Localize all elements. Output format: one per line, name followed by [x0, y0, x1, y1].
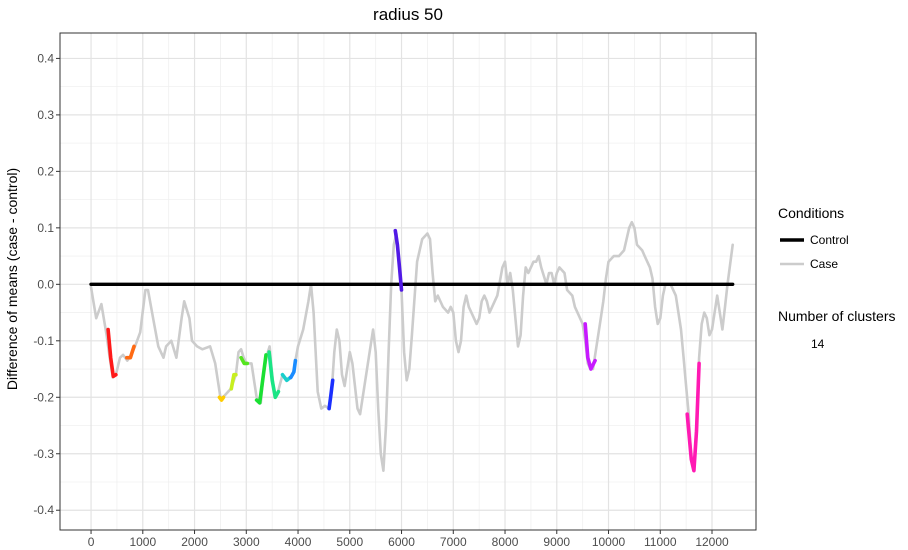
cluster-segment [267, 350, 281, 400]
legend-items: Control Case [780, 233, 849, 271]
cluster-segments [106, 228, 701, 473]
legend-conditions-title: Conditions [778, 205, 844, 221]
cluster-segment [239, 355, 250, 366]
x-tick-label: 1000 [129, 535, 156, 549]
x-tick-label: 10000 [592, 535, 626, 549]
plot-panel [59, 32, 757, 531]
y-tick-label: -0.2 [33, 390, 54, 404]
cluster-segment [583, 322, 597, 371]
chart-title: radius 50 [373, 5, 443, 24]
x-tick-label: 2000 [181, 535, 208, 549]
cluster-segment [125, 344, 136, 360]
y-tick-label: -0.1 [33, 334, 54, 348]
cluster-segment [217, 395, 226, 402]
y-tick-label: 0.4 [37, 51, 54, 65]
cluster-segment [327, 378, 335, 411]
x-tick-label: 8000 [492, 535, 519, 549]
y-tick-label: -0.4 [33, 503, 54, 517]
y-tick-label: 0.1 [37, 221, 54, 235]
x-tick-label: 12000 [695, 535, 729, 549]
y-tick-label: 0.0 [37, 277, 54, 291]
cluster-segment [288, 358, 298, 380]
x-tick-label: 5000 [336, 535, 363, 549]
plot-border [59, 32, 757, 531]
y-tick-label: -0.3 [33, 447, 54, 461]
cluster-segment [280, 372, 293, 383]
legend-clusters-value: 14 [811, 337, 825, 351]
y-tick-label: 0.2 [37, 164, 54, 178]
legend: Conditions Control Case Number of cluster… [778, 205, 895, 351]
x-tick-label: 3000 [233, 535, 260, 549]
grid-lines [60, 33, 756, 530]
y-axis-label: Difference of means (case - control) [4, 168, 20, 390]
cluster-segment [106, 327, 118, 379]
cluster-segment [229, 372, 238, 391]
x-tick-label: 11000 [644, 535, 677, 549]
legend-label-case: Case [810, 257, 838, 271]
x-tick-label: 0 [88, 535, 95, 549]
plot-background [60, 33, 756, 530]
y-axis: -0.4 -0.3 -0.2 -0.1 0.0 0.1 0.2 0.3 0.4 [33, 51, 60, 517]
cluster-segment [393, 228, 404, 292]
cluster-segment [254, 353, 268, 405]
cluster-segment [685, 361, 701, 473]
x-axis: 0 1000 2000 3000 4000 5000 6000 7000 8000 9000 100… [88, 530, 729, 549]
series-line-case [89, 220, 735, 473]
x-tick-label: 7000 [440, 535, 467, 549]
legend-label-control: Control [810, 233, 849, 247]
x-tick-label: 6000 [388, 535, 415, 549]
legend-clusters-title: Number of clusters [778, 308, 895, 324]
series-lines [89, 220, 735, 473]
x-tick-label: 4000 [285, 535, 312, 549]
y-tick-label: 0.3 [37, 108, 54, 122]
x-tick-label: 9000 [543, 535, 570, 549]
